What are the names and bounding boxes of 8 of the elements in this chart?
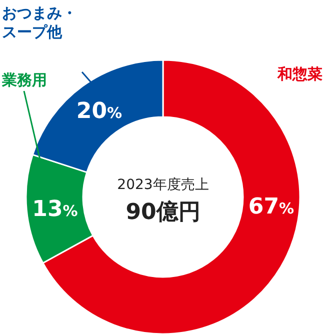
data-label: 67% [248, 194, 294, 220]
data-label: 13% [32, 197, 78, 222]
text: 2023年度売上 [117, 177, 209, 193]
text: 90億円 [126, 200, 200, 225]
slice-label: おつまみ・スープ他 [2, 4, 77, 41]
slice-label: 和惣菜 [276, 65, 322, 83]
data-label: 20% [76, 99, 122, 124]
slice-label: 業務用 [1, 71, 47, 89]
